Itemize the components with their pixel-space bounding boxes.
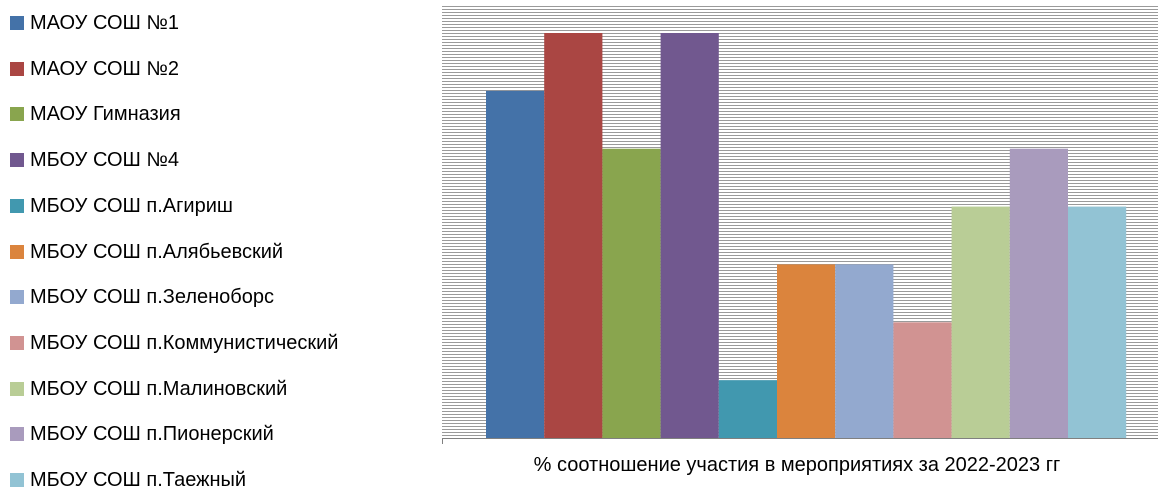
legend-swatch [10, 244, 24, 259]
bar-11 [1068, 206, 1127, 438]
bar-7 [835, 264, 894, 438]
legend-item: МБОУ СОШ п.Алябьевский [10, 237, 283, 267]
legend-item: МБОУ СОШ п.Зеленоборс [10, 282, 274, 312]
legend-label: МБОУ СОШ п.Алябьевский [30, 240, 284, 263]
legend-label: МБОУ СОШ №4 [30, 149, 179, 172]
legend-item: МБОУ СОШ п.Агириш [10, 191, 233, 221]
legend-swatch [10, 427, 24, 442]
legend-swatch [10, 290, 24, 305]
bar-4 [660, 33, 719, 438]
legend-label: МБОУ СОШ п.Коммунистический [30, 331, 339, 354]
legend-label: МБОУ СОШ п.Агириш [30, 194, 233, 217]
legend-swatch [10, 381, 24, 396]
legend-item: МАОУ СОШ №2 [10, 54, 179, 84]
bar-5 [718, 380, 777, 438]
bar-6 [777, 264, 836, 438]
legend-swatch [10, 107, 24, 122]
bar-8 [893, 322, 952, 438]
legend-label: МАОУ Гимназия [30, 103, 181, 126]
legend-swatch [10, 153, 24, 168]
bar-1 [486, 90, 545, 438]
legend-item: МАОУ Гимназия [10, 99, 181, 129]
bar-9 [951, 206, 1010, 438]
x-axis-label: % соотношение участия в мероприятиях за … [533, 454, 1061, 476]
legend-item: МБОУ СОШ п.Малиновский [10, 374, 287, 404]
legend-swatch [10, 61, 24, 76]
legend-item: МБОУ СОШ №4 [10, 145, 179, 175]
legend-swatch [10, 198, 24, 213]
legend-label: МАОУ СОШ №1 [30, 12, 179, 34]
legend-label: МБОУ СОШ п.Зеленоборс [30, 286, 274, 309]
legend-swatch [10, 335, 24, 350]
bar-10 [1009, 148, 1068, 438]
bar-chart [442, 6, 1158, 444]
legend-label: МБОУ СОШ п.Малиновский [30, 377, 288, 400]
legend-item: МАОУ СОШ №1 [10, 8, 179, 38]
legend-label: МАОУ СОШ №2 [30, 57, 179, 80]
legend-label: МБОУ СОШ п.Пионерский [30, 423, 274, 446]
bar-2 [544, 33, 603, 438]
legend-item: МБОУ СОШ п.Пионерский [10, 419, 274, 449]
legend-item: МБОУ СОШ п.Коммунистический [10, 328, 338, 358]
bar-3 [602, 148, 661, 438]
legend-swatch [10, 16, 24, 30]
